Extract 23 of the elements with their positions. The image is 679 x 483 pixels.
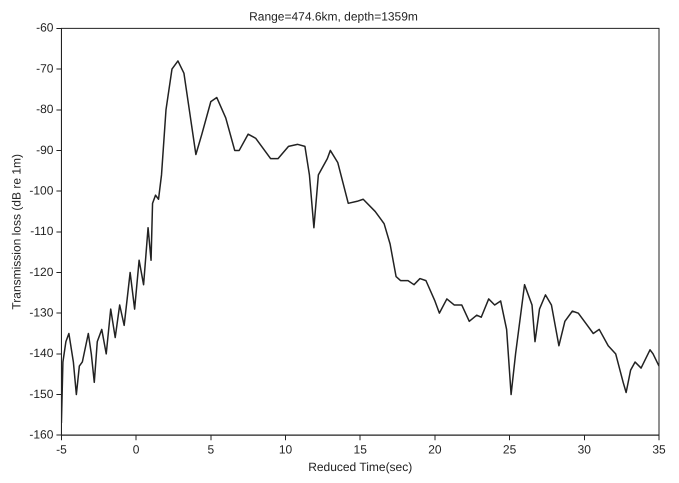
y-tick-label: -160 — [29, 428, 54, 442]
x-tick-label: 25 — [502, 442, 517, 457]
x-tick-label: 10 — [278, 442, 293, 457]
x-tick-label: 30 — [578, 442, 592, 457]
y-tick-label: -120 — [29, 264, 54, 279]
x-tick-label: 35 — [652, 442, 666, 457]
y-tick-label: -130 — [29, 305, 54, 320]
y-tick-label: -100 — [29, 183, 54, 198]
y-tick-label: -80 — [36, 102, 54, 116]
y-tick-label: -150 — [29, 386, 54, 401]
y-tick-label: -140 — [29, 346, 54, 360]
y-tick-label: -60 — [36, 20, 54, 35]
x-tick-label: 5 — [207, 442, 214, 457]
y-tick-label: -110 — [30, 224, 54, 238]
x-tick-label: -5 — [56, 442, 68, 457]
chart-title: Range=474.6km, depth=1359m — [249, 10, 418, 24]
x-tick-label: 20 — [428, 442, 442, 457]
y-axis-title: Transmission loss (dB re 1m) — [10, 154, 24, 310]
x-tick-label: 0 — [132, 442, 140, 457]
y-tick-label: -90 — [36, 142, 54, 157]
x-tick-label: 15 — [354, 442, 368, 457]
y-tick-label: -70 — [36, 61, 54, 76]
x-axis-title: Reduced Time(sec) — [308, 460, 412, 474]
